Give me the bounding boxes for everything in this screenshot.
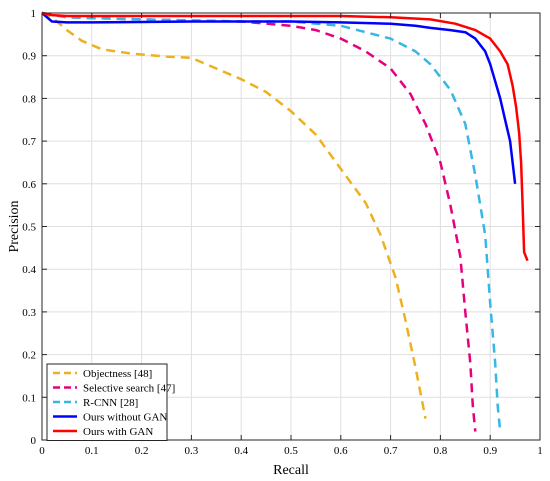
- y-tick-label: 1: [31, 8, 37, 20]
- legend-label: Ours with GAN: [83, 426, 153, 438]
- y-tick-label: 0.6: [22, 179, 36, 191]
- x-tick-label: 0.6: [334, 445, 348, 457]
- y-tick-label: 0.8: [22, 93, 36, 105]
- series-line-1: [41, 11, 427, 419]
- y-tick-label: 0.3: [22, 307, 36, 319]
- y-tick-label: 0.1: [22, 392, 36, 404]
- series-line-4: [41, 12, 517, 184]
- x-tick-label: 0.2: [135, 445, 149, 457]
- y-tick-label: 0.5: [22, 222, 36, 234]
- series-lines: [41, 11, 529, 432]
- legend-label: Objectness [48]: [83, 368, 152, 380]
- y-tick-label: 0.7: [22, 136, 36, 148]
- y-axis-label: Precision: [7, 200, 22, 252]
- y-tick-label: 0.9: [22, 51, 36, 63]
- y-tick-label: 0: [31, 435, 37, 447]
- x-tick-label: 1: [537, 445, 543, 457]
- x-tick-label: 0.3: [185, 445, 199, 457]
- legend-label: Ours without GAN: [83, 412, 167, 424]
- axis-ticks: 0 0.1 0.2 0.3 0.4 0.5 0.6 0.7 0.8 0.9 1 0 0.1 0.2 0.3 0…: [22, 8, 543, 457]
- x-tick-label: 0: [39, 445, 45, 457]
- legend-label: R-CNN [28]: [83, 397, 138, 409]
- x-tick-label: 0.7: [384, 445, 398, 457]
- legend: Objectness [48] Selective search [47] R-CN…: [46, 363, 175, 441]
- x-tick-label: 0.9: [483, 445, 497, 457]
- x-axis-label: Recall: [273, 463, 309, 478]
- x-tick-label: 0.8: [434, 445, 448, 457]
- y-tick-label: 0.4: [22, 264, 36, 276]
- x-tick-label: 0.1: [85, 445, 99, 457]
- x-tick-label: 0.5: [284, 445, 298, 457]
- legend-label: Selective search [47]: [83, 383, 175, 395]
- series-line-5: [41, 11, 529, 262]
- x-tick-label: 0.4: [234, 445, 248, 457]
- y-tick-label: 0.2: [22, 350, 36, 362]
